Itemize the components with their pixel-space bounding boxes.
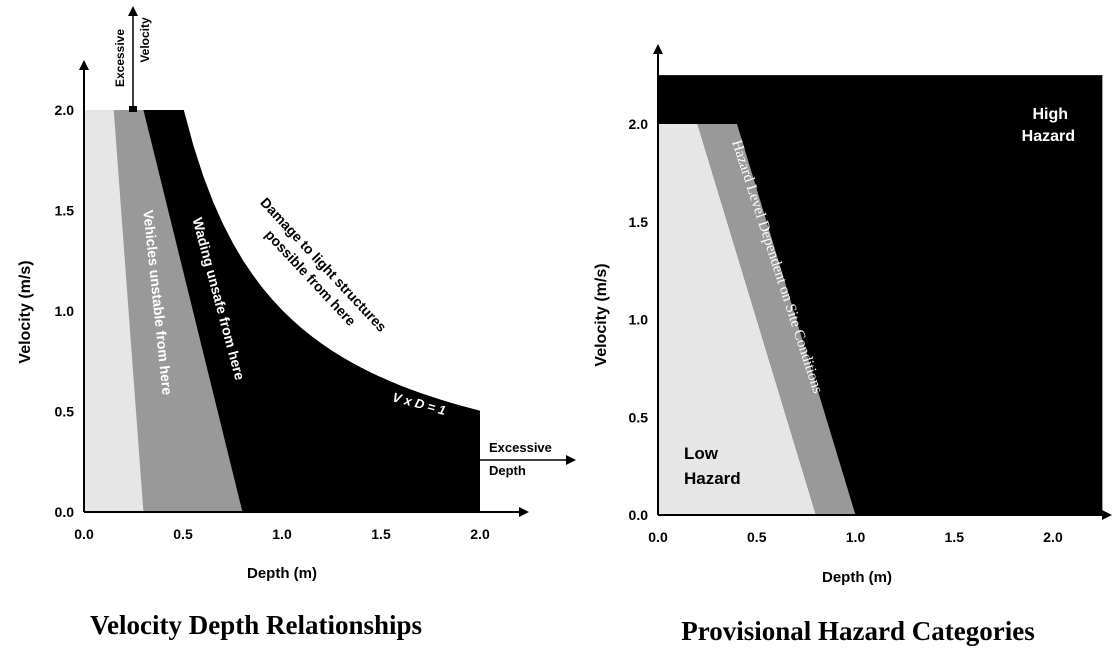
- left-y-tick-label: 2.0: [55, 102, 75, 118]
- left-x-ticks: 0.0 0.5 1.0 1.5 2.0: [74, 526, 490, 542]
- velocity-depth-chart: Excessive Velocity Excessive Depth 0.0 0.…: [17, 6, 576, 640]
- right-x-axis-title: Depth (m): [822, 569, 892, 586]
- vxd-curve: [182, 109, 481, 413]
- left-y-tick-label: 0.0: [55, 504, 75, 520]
- right-x-tick-label: 2.0: [1043, 529, 1063, 545]
- right-y-tick-label: 1.0: [629, 312, 649, 328]
- left-region-2: [113, 110, 243, 512]
- right-y-tick-label: 0.0: [629, 507, 649, 523]
- left-y-tick-label: 1.5: [55, 203, 75, 219]
- left-x-tick-label: 1.5: [371, 526, 391, 542]
- right-x-ticks: 0.0 0.5 1.0 1.5 2.0: [648, 529, 1063, 545]
- left-y-tick-label: 1.0: [55, 303, 75, 319]
- right-chart-title: Provisional Hazard Categories: [681, 616, 1034, 646]
- low-hazard-label-1: Low: [684, 444, 719, 463]
- right-x-tick-label: 0.5: [747, 529, 767, 545]
- right-y-ticks: 0.0 0.5 1.0 1.5 2.0: [629, 116, 649, 523]
- left-y-ticks: 0.0 0.5 1.0 1.5 2.0: [55, 102, 75, 520]
- excessive-velocity-label-2: Velocity: [138, 17, 152, 63]
- high-hazard-label-2: Hazard: [1022, 128, 1075, 145]
- left-x-axis-title: Depth (m): [247, 565, 317, 582]
- site-conditions-region: [697, 124, 856, 515]
- left-chart-title: Velocity Depth Relationships: [90, 610, 422, 640]
- right-y-tick-label: 2.0: [629, 116, 649, 132]
- left-x-tick-label: 0.0: [74, 526, 94, 542]
- excessive-velocity-marker: [129, 106, 137, 112]
- left-x-tick-label: 2.0: [470, 526, 490, 542]
- right-y-tick-label: 0.5: [629, 409, 649, 425]
- left-y-tick-label: 0.5: [55, 404, 75, 420]
- left-region-3: [143, 110, 480, 512]
- left-y-axis-title: Velocity (m/s): [17, 260, 34, 363]
- right-regions: [658, 75, 1103, 515]
- hazard-categories-chart: 0.0 0.5 1.0 1.5 2.0 0.0 0.5 1.0 1.5 2.0 Depth (m…: [593, 44, 1112, 646]
- excessive-depth-label-1: Excessive: [489, 440, 552, 455]
- left-region-1: [84, 110, 144, 512]
- low-hazard-region: [658, 124, 816, 515]
- excessive-velocity-label-1: Excessive: [113, 29, 127, 87]
- left-x-tick-label: 0.5: [173, 526, 193, 542]
- excessive-depth-label-2: Depth: [489, 463, 526, 478]
- right-x-tick-label: 0.0: [648, 529, 668, 545]
- right-y-axis-title: Velocity (m/s): [593, 263, 610, 366]
- left-x-tick-label: 1.0: [272, 526, 292, 542]
- left-regions: [84, 110, 480, 512]
- high-hazard-label-1: High: [1032, 106, 1068, 123]
- right-x-tick-label: 1.0: [846, 529, 866, 545]
- right-x-tick-label: 1.5: [945, 529, 965, 545]
- right-y-tick-label: 1.5: [629, 214, 649, 230]
- low-hazard-label-2: Hazard: [684, 469, 741, 488]
